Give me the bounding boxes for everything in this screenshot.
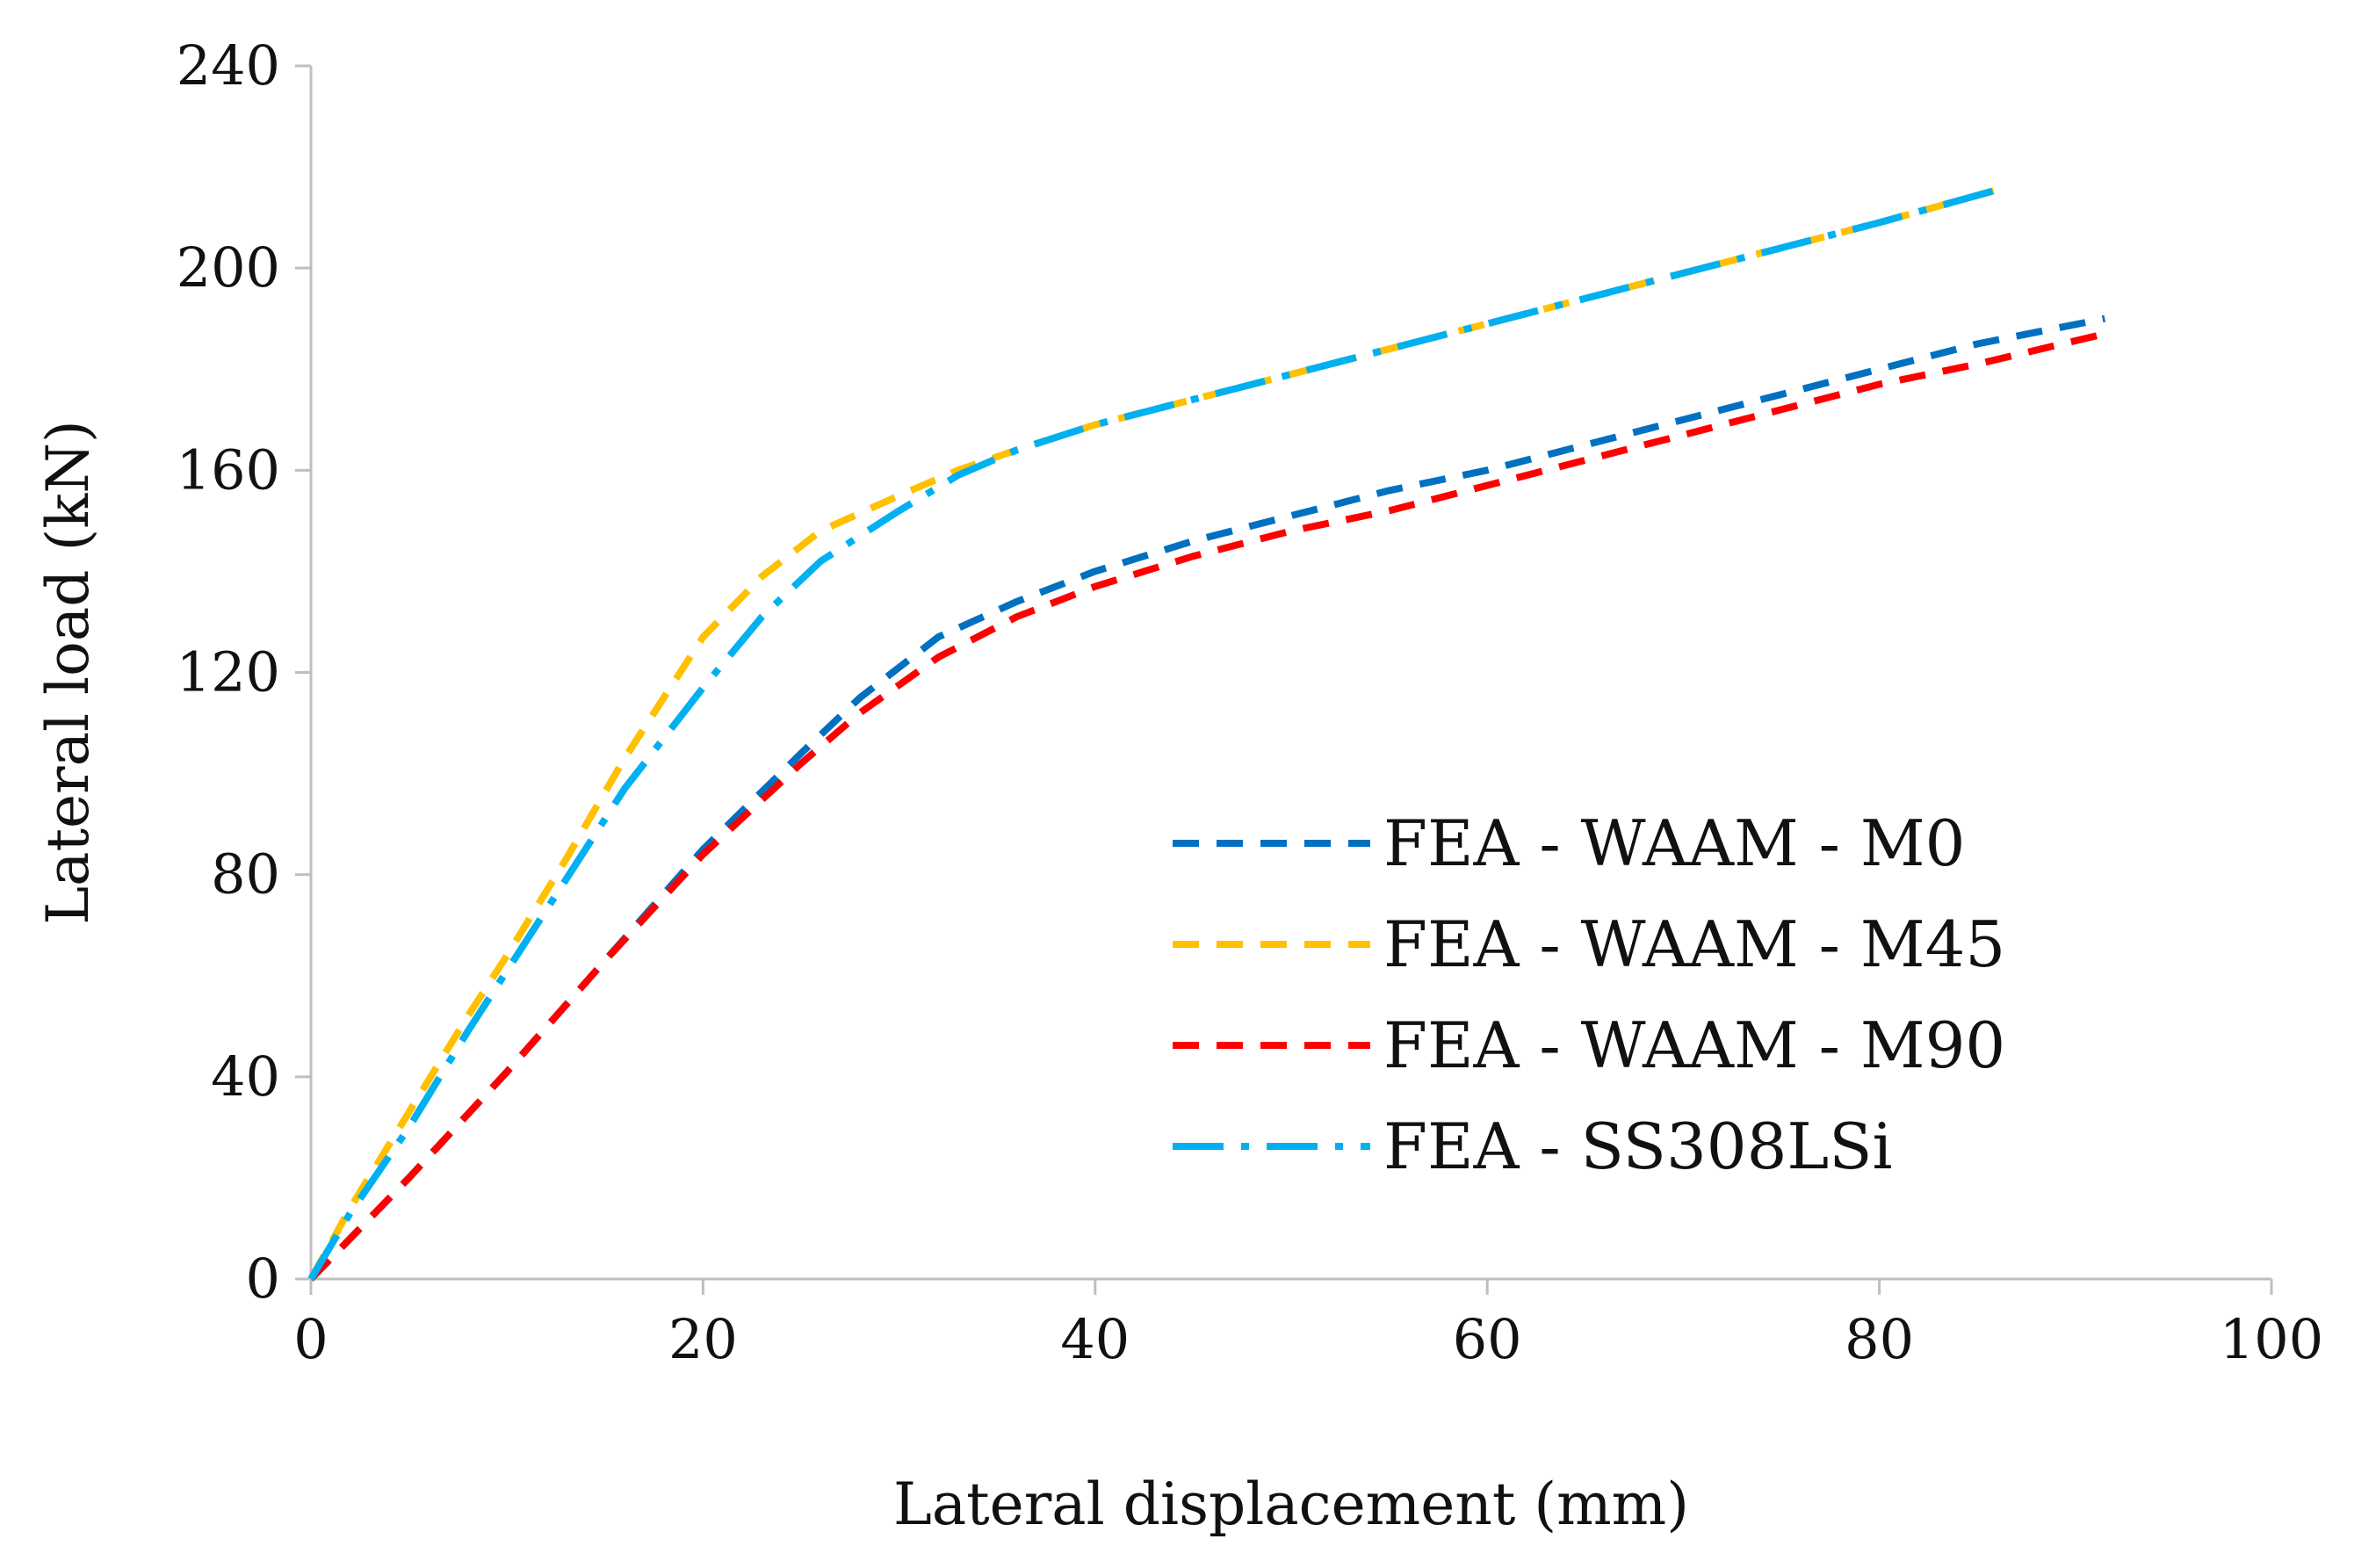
- legend-item-0: FEA - WAAM - M0: [1173, 806, 1965, 880]
- x-axis-title: Lateral displacement (mm): [893, 1470, 1689, 1538]
- y-tick-label-120: 120: [177, 640, 280, 705]
- y-tick-label-160: 160: [177, 437, 280, 502]
- series-lines: [307, 184, 2106, 1282]
- y-axis-tick-labels: 0 40 80 120 160 200 240: [177, 33, 280, 1311]
- y-axis-ticks: [295, 64, 311, 1281]
- legend-label-0: FEA - WAAM - M0: [1383, 806, 1965, 880]
- series-line-2: [308, 330, 2106, 1282]
- legend-label-3: FEA - SS308LSi: [1383, 1109, 1893, 1183]
- y-tick-label-40: 40: [211, 1044, 280, 1109]
- x-tick-label-100: 100: [2220, 1307, 2323, 1371]
- series-line-3: [307, 184, 2008, 1282]
- legend-item-1: FEA - WAAM - M45: [1173, 907, 2005, 981]
- legend-label-2: FEA - WAAM - M90: [1383, 1008, 2005, 1082]
- x-tick-label-0: 0: [293, 1307, 328, 1371]
- y-tick-label-80: 80: [211, 842, 280, 907]
- x-tick-label-40: 40: [1060, 1307, 1130, 1371]
- x-tick-label-20: 20: [668, 1307, 738, 1371]
- series-line-1: [307, 184, 2008, 1281]
- y-tick-label-200: 200: [177, 235, 280, 300]
- x-tick-label-80: 80: [1845, 1307, 1914, 1371]
- y-tick-label-240: 240: [177, 33, 280, 98]
- y-axis-title: Lateral load (kN): [34, 420, 102, 924]
- legend-label-1: FEA - WAAM - M45: [1383, 907, 2005, 981]
- y-tick-label-0: 0: [246, 1246, 280, 1311]
- x-axis-ticks: [309, 1279, 2273, 1295]
- legend-item-2: FEA - WAAM - M90: [1173, 1008, 2005, 1082]
- x-axis-tick-labels: 0 20 40 60 80 100: [293, 1307, 2323, 1371]
- legend-item-3: FEA - SS308LSi: [1173, 1109, 1893, 1183]
- legend: FEA - WAAM - M0 FEA - WAAM - M45 FEA - WAA…: [1173, 806, 2005, 1183]
- x-tick-label-60: 60: [1453, 1307, 1522, 1371]
